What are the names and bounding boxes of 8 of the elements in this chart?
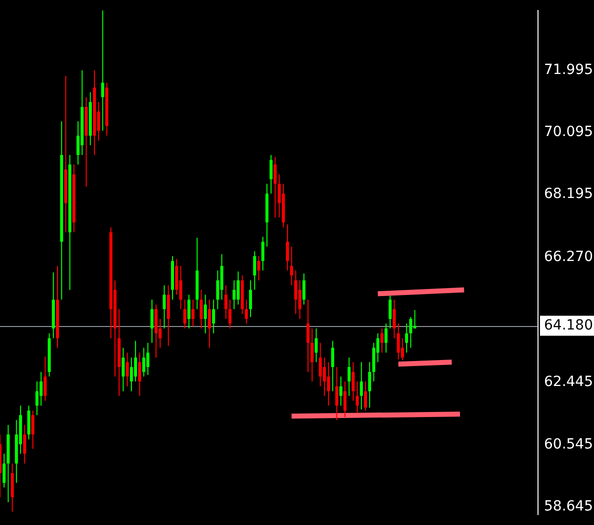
y-tick-label: 68.195 — [544, 186, 593, 202]
y-tick-label: 66.270 — [544, 249, 593, 266]
y-tick-label: 58.645 — [544, 498, 593, 515]
y-tick-label: 70.095 — [544, 124, 593, 140]
y-tick-label: 71.995 — [544, 62, 593, 78]
ref-line-label: 64.180 — [544, 317, 593, 334]
y-tick-label: 60.545 — [544, 436, 593, 452]
y-tick-label: 62.445 — [544, 374, 593, 390]
